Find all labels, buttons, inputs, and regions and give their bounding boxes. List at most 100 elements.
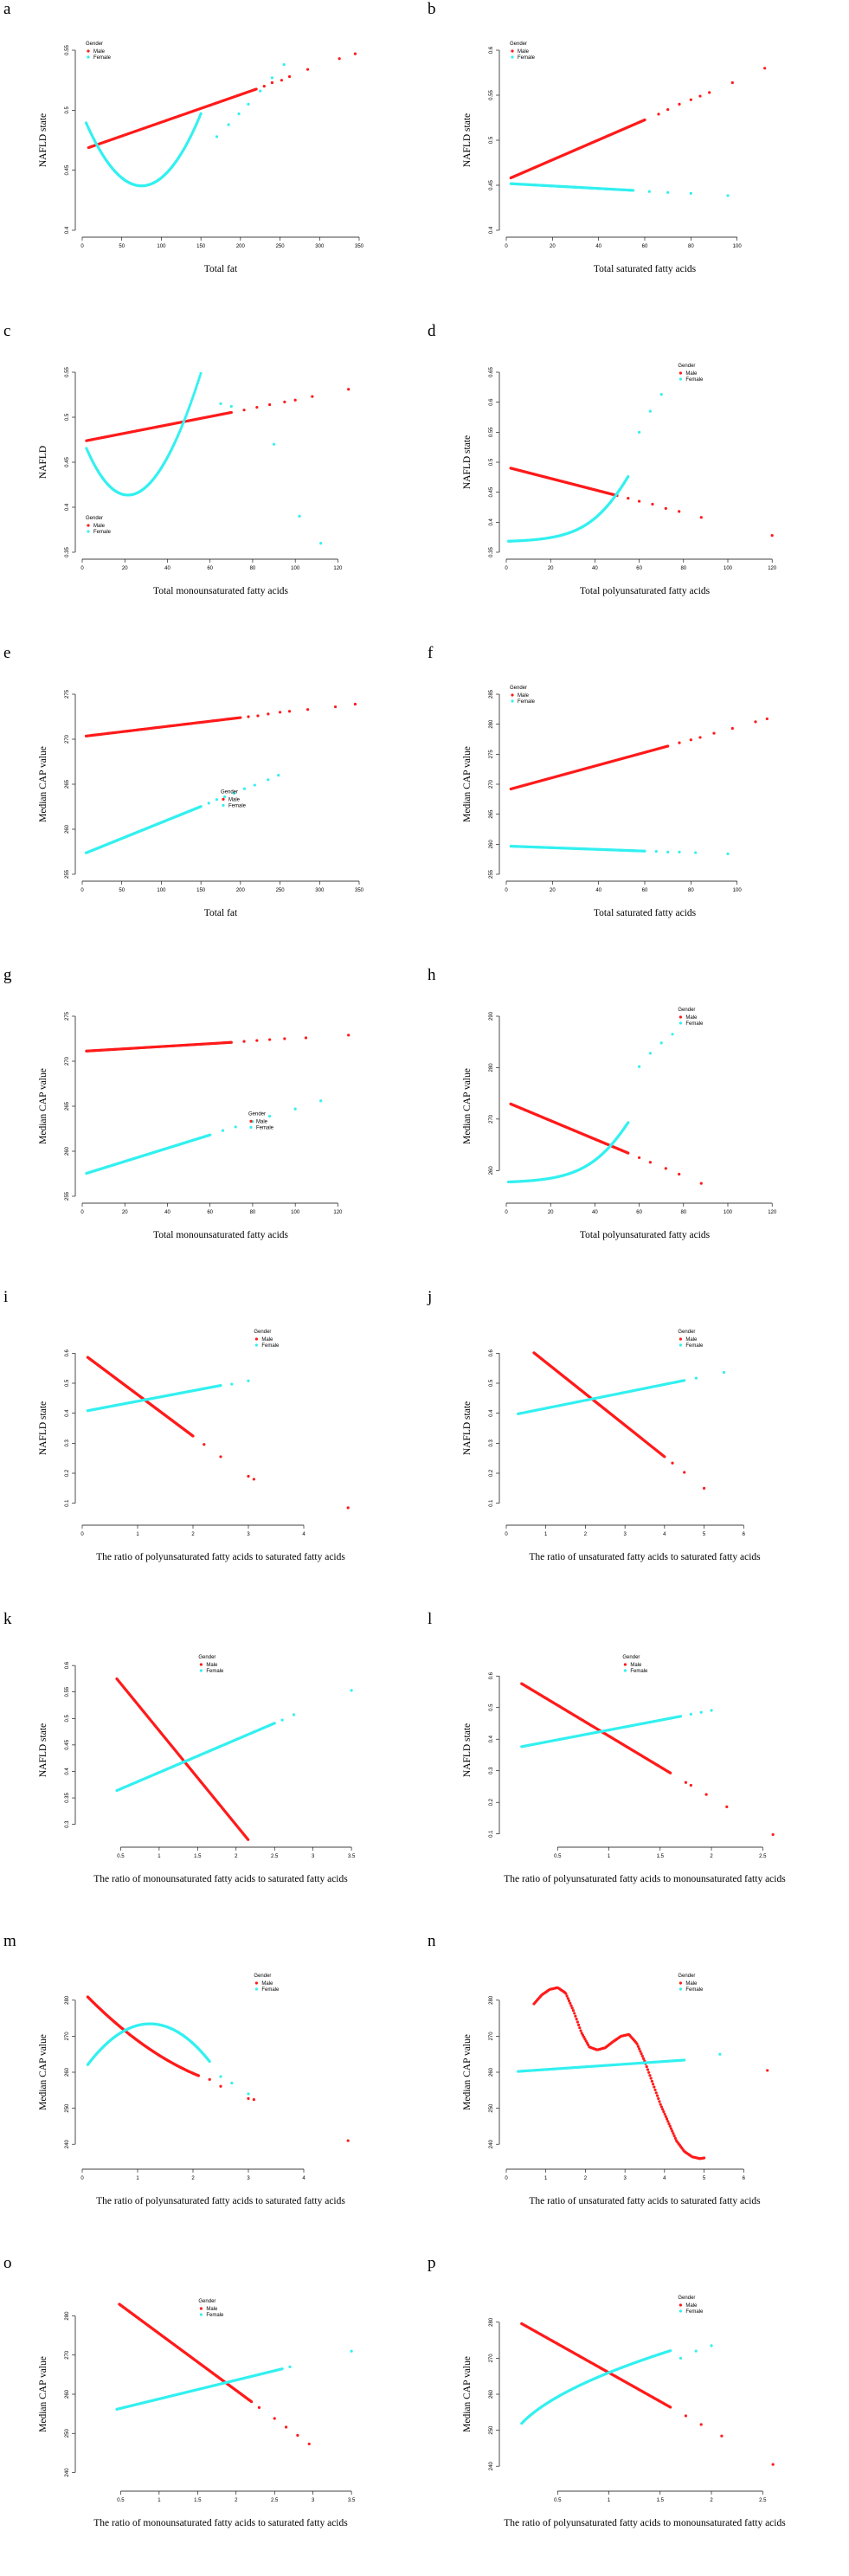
- data-point: [669, 2127, 673, 2130]
- data-point: [671, 1461, 674, 1465]
- series-male: [509, 1102, 703, 1185]
- x-axis-label: The ratio of monounsaturated fatty acids…: [93, 1874, 348, 1884]
- y-tick-label: 0.1: [65, 1499, 70, 1507]
- y-tick-label: 0.5: [65, 1379, 70, 1387]
- legend-male-label: Male: [518, 49, 530, 55]
- legend-male-marker: [511, 693, 514, 697]
- data-point: [654, 2091, 658, 2095]
- data-point: [247, 1379, 250, 1382]
- legend-title: Gender: [198, 1655, 215, 1660]
- data-point: [641, 2057, 646, 2060]
- y-tick-label: 0.6: [489, 1671, 494, 1679]
- data-point: [638, 430, 641, 434]
- data-point: [569, 2004, 573, 2007]
- y-tick-label: 275: [65, 1011, 70, 1021]
- data-point: [649, 2077, 653, 2080]
- series-male: [85, 388, 351, 442]
- legend-female-label: Female: [206, 1669, 224, 1674]
- x-tick-label: 20: [550, 888, 556, 893]
- data-point: [648, 1052, 652, 1055]
- data-point: [195, 383, 199, 387]
- data-point: [272, 442, 276, 446]
- data-point: [771, 1832, 775, 1837]
- data-point: [698, 736, 702, 739]
- x-tick-label: 80: [688, 888, 694, 893]
- panel-letter: n: [428, 1932, 436, 1950]
- x-tick-label: 4: [302, 1532, 306, 1537]
- x-tick-label: 60: [207, 1210, 213, 1215]
- legend-female-marker: [199, 1669, 203, 1672]
- x-tick-label: 40: [595, 888, 601, 893]
- legend-title: Gender: [510, 42, 527, 47]
- y-tick-label: 0.5: [489, 1703, 494, 1711]
- data-point: [659, 1041, 663, 1045]
- y-tick-label: 260: [65, 1146, 70, 1156]
- data-point: [579, 2029, 582, 2032]
- y-tick-label: 0.1: [489, 1830, 494, 1838]
- panel-b: b 0 20 40 60 80 100 0.4 0.45 0.5 0.55 0.6 Total satu…: [424, 0, 848, 322]
- legend-title: Gender: [678, 1008, 695, 1013]
- x-axis-label: Total polyunsaturated fatty acids: [580, 586, 711, 596]
- data-point: [699, 516, 703, 519]
- y-tick-label: 275: [65, 689, 70, 699]
- x-tick-label: 150: [196, 888, 206, 893]
- data-point: [259, 89, 262, 93]
- legend-male-label: Male: [261, 1981, 273, 1987]
- legend-title: Gender: [678, 364, 695, 369]
- data-point: [270, 76, 274, 80]
- x-tick-label: 100: [724, 566, 733, 571]
- data-point: [712, 731, 716, 735]
- x-tick-label: 80: [688, 244, 694, 249]
- y-axis-label: NAFLD: [38, 446, 48, 479]
- data-point: [673, 2136, 677, 2140]
- data-point: [262, 85, 266, 88]
- data-point: [247, 2096, 250, 2100]
- data-point: [683, 1471, 686, 1474]
- legend-female-marker: [623, 1669, 627, 1672]
- legend-male-marker: [679, 371, 682, 375]
- legend-female-label: Female: [685, 1021, 704, 1027]
- data-point: [311, 395, 314, 398]
- data-point: [287, 710, 292, 713]
- panel-k: k 0.5 1 1.5 2 2.5 3 3.5 0.3 0.35 0.4 0.45 0.5 0.55 0.6…: [0, 1610, 424, 1932]
- data-point: [699, 1182, 703, 1185]
- data-point: [569, 2001, 572, 2005]
- data-point: [638, 1156, 641, 1160]
- data-point: [666, 850, 670, 853]
- y-tick-label: 255: [65, 869, 70, 879]
- data-point: [189, 402, 192, 405]
- data-point: [219, 1384, 222, 1388]
- data-point: [208, 2077, 211, 2081]
- data-point: [672, 2134, 676, 2138]
- data-point: [573, 2012, 576, 2015]
- legend-male-label: Male: [518, 693, 530, 699]
- data-point: [215, 135, 219, 138]
- x-tick-label: 40: [164, 1210, 170, 1215]
- y-tick-label: 0.45: [65, 164, 70, 175]
- data-point: [195, 386, 198, 390]
- panel-letter: a: [3, 0, 11, 18]
- data-point: [576, 2020, 579, 2024]
- data-point: [683, 1379, 686, 1382]
- data-point: [648, 1161, 652, 1164]
- data-point: [650, 2079, 653, 2083]
- x-tick-label: 1: [544, 1532, 548, 1537]
- data-point: [704, 1793, 708, 1796]
- data-point: [730, 80, 734, 85]
- legend-male-marker: [511, 49, 514, 53]
- data-point: [191, 1434, 195, 1438]
- x-tick-label: 120: [768, 566, 777, 571]
- x-tick-label: 3: [623, 1532, 627, 1537]
- legend-female-marker: [254, 1987, 258, 1991]
- data-point: [237, 112, 241, 116]
- legend-title: Gender: [254, 1974, 271, 1979]
- data-point: [219, 1455, 222, 1459]
- panel-letter: d: [428, 322, 436, 340]
- x-tick-label: 120: [333, 566, 343, 571]
- data-point: [278, 711, 282, 714]
- panel-j: j 0 1 2 3 4 5 6 0.1 0.2 0.3 0.4 0.5 0.6 The ratio of u…: [424, 1288, 848, 1610]
- legend-female-marker: [511, 55, 514, 59]
